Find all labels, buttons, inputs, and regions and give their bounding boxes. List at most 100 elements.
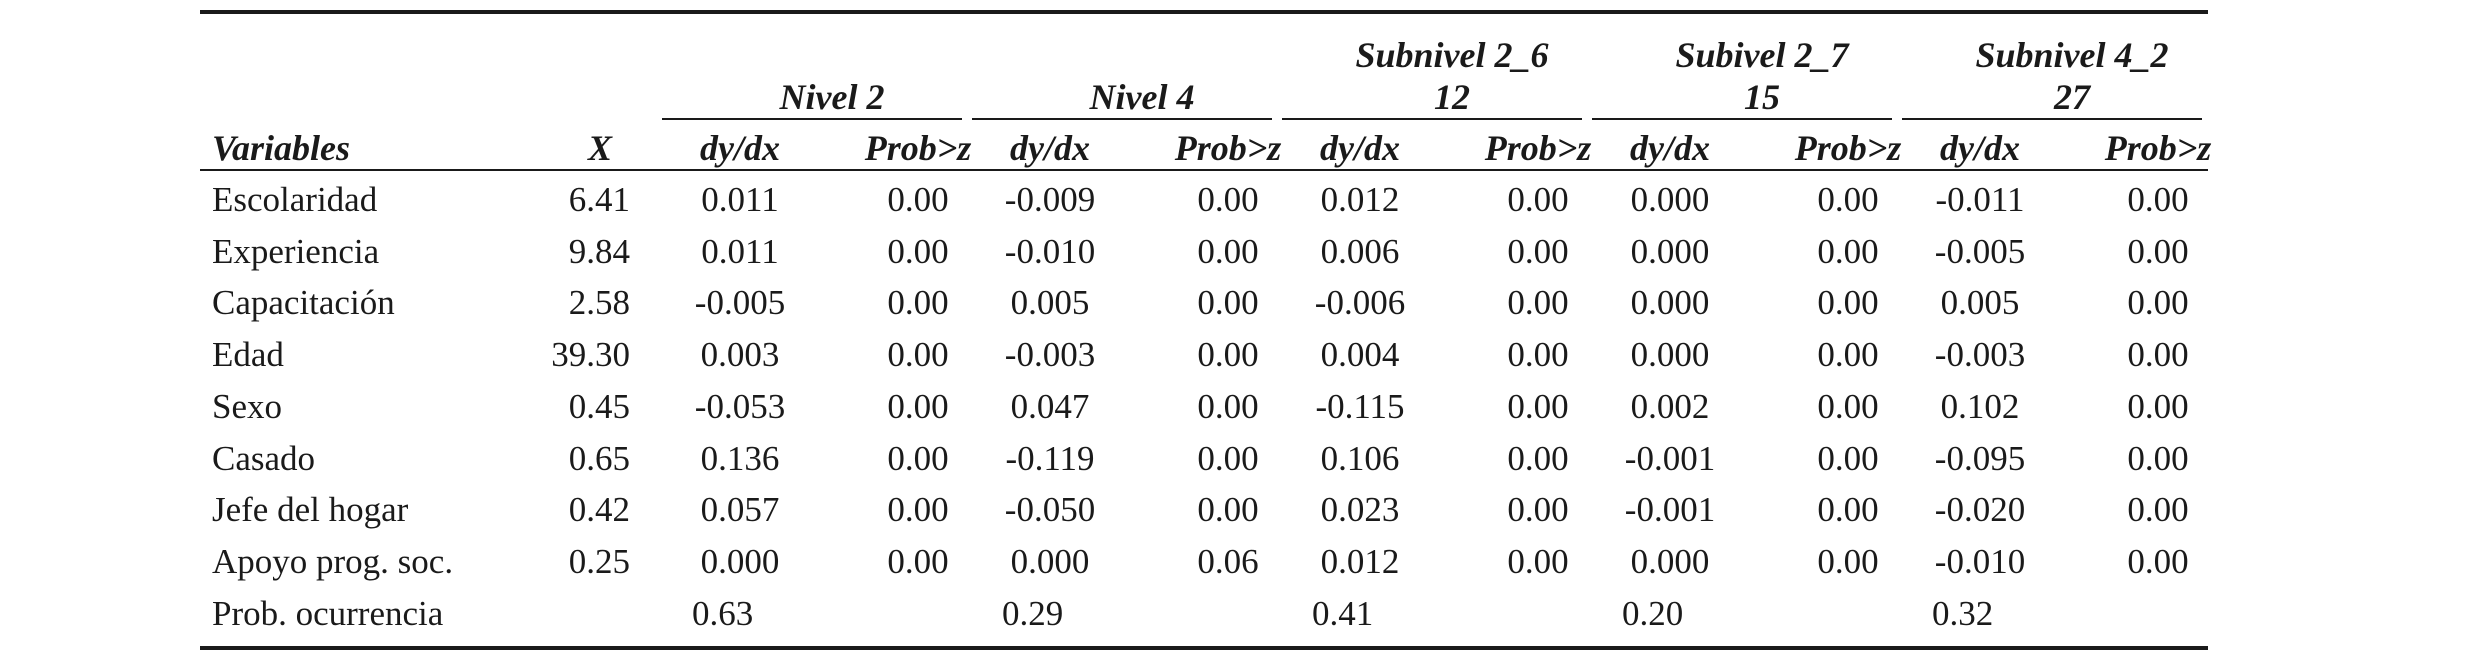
cell-dydx: 0.000 (1630, 283, 1710, 322)
row-x-value: 2.58 (568, 283, 630, 322)
cell-prob: 0.00 (887, 439, 949, 478)
cell-prob: 0.00 (887, 335, 949, 374)
cell-dydx: -0.003 (1934, 335, 2026, 374)
cell-prob: 0.00 (2127, 387, 2189, 426)
cell-prob: 0.00 (1817, 542, 1879, 581)
header-dydx: dy/dx (700, 128, 780, 168)
cell-prob: 0.00 (887, 180, 949, 219)
cell-prob: 0.00 (2127, 490, 2189, 529)
row-label: Apoyo prog. soc. (212, 542, 454, 581)
cell-dydx: -0.005 (1934, 232, 2026, 271)
cell-dydx: 0.011 (701, 232, 779, 271)
cell-prob: 0.06 (1197, 542, 1259, 581)
header-rule (200, 169, 2208, 171)
footer-value: 0.32 (1932, 594, 1994, 633)
top-rule (200, 10, 2208, 14)
header-dydx: dy/dx (1630, 128, 1710, 168)
cell-dydx: -0.011 (1935, 180, 2025, 219)
cell-prob: 0.00 (887, 387, 949, 426)
cell-prob: 0.00 (1197, 283, 1259, 322)
cell-prob: 0.00 (1817, 283, 1879, 322)
cell-prob: 0.00 (2127, 335, 2189, 374)
cell-dydx: 0.012 (1320, 180, 1400, 219)
group-header-line2: Nivel 2 (779, 77, 885, 117)
cell-prob: 0.00 (1507, 335, 1569, 374)
header-x: X (587, 128, 613, 168)
row-label: Capacitación (212, 283, 395, 322)
group-header-line1: Subivel 2_7 (1675, 35, 1849, 75)
cell-dydx: -0.010 (1004, 232, 1096, 271)
cell-prob: 0.00 (887, 283, 949, 322)
row-x-value: 0.25 (568, 542, 630, 581)
cell-dydx: 0.003 (700, 335, 780, 374)
header-variables: Variables (212, 128, 351, 168)
results-table: Nivel 2 Nivel 4 Subnivel 2_6 12 Subivel 2_7 1… (200, 10, 2211, 650)
group-header-line2: 12 (1434, 77, 1470, 117)
header-prob: Prob>z (2104, 128, 2212, 168)
cell-dydx: 0.005 (1940, 283, 2020, 322)
cell-dydx: 0.023 (1320, 490, 1400, 529)
cell-prob: 0.00 (1817, 232, 1879, 271)
cell-dydx: 0.000 (1010, 542, 1090, 581)
group-header-line1: Subnivel 2_6 (1355, 35, 1549, 75)
row-x-value: 0.45 (568, 387, 630, 426)
cell-prob: 0.00 (1817, 180, 1879, 219)
bottom-rule (200, 646, 2208, 650)
group-header-line2: 15 (1744, 77, 1780, 117)
footer-value: 0.63 (692, 594, 754, 633)
cell-dydx: -0.001 (1624, 439, 1716, 478)
cell-dydx: -0.009 (1004, 180, 1096, 219)
header-prob: Prob>z (1484, 128, 1592, 168)
cell-dydx: 0.000 (1630, 180, 1710, 219)
cell-prob: 0.00 (1507, 439, 1569, 478)
group-underline (972, 118, 1272, 120)
row-x-value: 6.41 (568, 180, 630, 219)
cell-prob: 0.00 (1197, 335, 1259, 374)
group-header-line2: Nivel 4 (1089, 77, 1195, 117)
cell-dydx: 0.002 (1630, 387, 1710, 426)
row-x-value: 0.65 (568, 439, 630, 478)
group-underline (1282, 118, 1582, 120)
cell-prob: 0.00 (1817, 490, 1879, 529)
group-underline (1902, 118, 2202, 120)
cell-dydx: -0.050 (1004, 490, 1096, 529)
row-label: Escolaridad (212, 180, 378, 219)
cell-dydx: -0.001 (1624, 490, 1716, 529)
cell-dydx: 0.006 (1320, 232, 1400, 271)
cell-dydx: 0.000 (1630, 232, 1710, 271)
cell-dydx: 0.000 (1630, 335, 1710, 374)
footer-value: 0.20 (1622, 594, 1684, 633)
cell-prob: 0.00 (887, 542, 949, 581)
cell-prob: 0.00 (2127, 180, 2189, 219)
group-header-line2: 27 (2054, 77, 2090, 117)
cell-dydx: -0.003 (1004, 335, 1096, 374)
row-x-value: 0.42 (568, 490, 630, 529)
row-label: Jefe del hogar (212, 490, 409, 529)
group-header-line1: Subnivel 4_2 (1975, 35, 2169, 75)
cell-prob: 0.00 (1507, 490, 1569, 529)
cell-prob: 0.00 (1817, 387, 1879, 426)
footer-label: Prob. ocurrencia (212, 594, 444, 633)
cell-prob: 0.00 (2127, 283, 2189, 322)
cell-dydx: -0.115 (1315, 387, 1405, 426)
cell-dydx: -0.005 (694, 283, 786, 322)
cell-dydx: 0.004 (1320, 335, 1400, 374)
cell-prob: 0.00 (2127, 439, 2189, 478)
cell-dydx: 0.011 (701, 180, 779, 219)
cell-dydx: 0.012 (1320, 542, 1400, 581)
cell-dydx: -0.010 (1934, 542, 2026, 581)
footer-value: 0.41 (1312, 594, 1374, 633)
cell-dydx: -0.095 (1934, 439, 2026, 478)
cell-prob: 0.00 (1197, 490, 1259, 529)
cell-dydx: -0.020 (1934, 490, 2026, 529)
row-label: Edad (212, 335, 284, 374)
cell-dydx: 0.102 (1940, 387, 2020, 426)
header-dydx: dy/dx (1940, 128, 2020, 168)
footer-value: 0.29 (1002, 594, 1064, 633)
cell-prob: 0.00 (2127, 542, 2189, 581)
cell-prob: 0.00 (887, 232, 949, 271)
header-prob: Prob>z (1794, 128, 1902, 168)
cell-dydx: 0.000 (1630, 542, 1710, 581)
cell-prob: 0.00 (1507, 232, 1569, 271)
header-dydx: dy/dx (1010, 128, 1090, 168)
